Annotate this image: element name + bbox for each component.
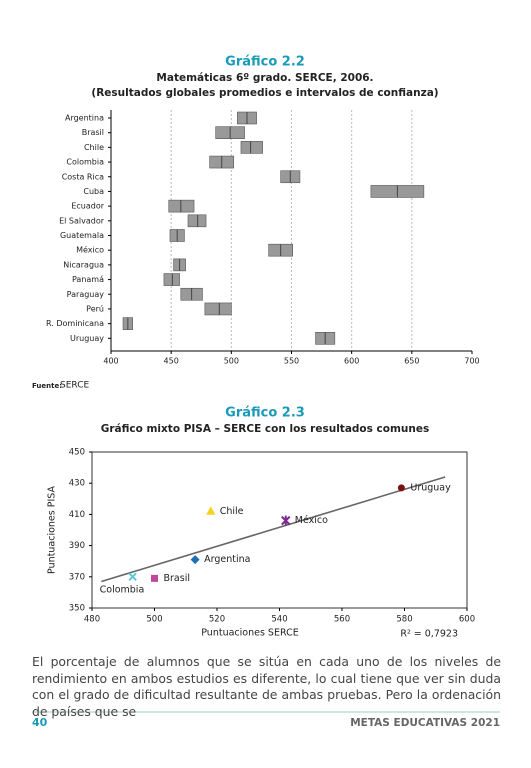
- category-label: Paraguay: [67, 290, 105, 299]
- chart-title: Matemáticas 6º grado. SERCE, 2006.: [156, 72, 373, 84]
- x-tick-label: 500: [146, 615, 162, 625]
- category-label: México: [76, 245, 104, 255]
- x-tick-label: 650: [404, 357, 419, 366]
- trendline: [101, 476, 446, 583]
- data-point: [206, 506, 216, 515]
- category-label: R. Dominicana: [46, 319, 104, 328]
- x-tick-label: 500: [224, 357, 239, 366]
- x-tick-label: 580: [396, 615, 412, 625]
- x-tick-label: 480: [84, 615, 100, 625]
- category-label: Costa Rica: [62, 172, 104, 181]
- y-tick-label: 370: [69, 572, 85, 582]
- category-label: Uruguay: [70, 334, 104, 343]
- category-label: Nicaragua: [63, 260, 104, 269]
- figure-label: Gráfico 2.3: [225, 406, 305, 421]
- data-point: [281, 515, 291, 526]
- chart-title: Gráfico mixto PISA – SERCE con los resul…: [101, 423, 430, 435]
- body-paragraph: El porcentaje de alumnos que se sitúa en…: [32, 654, 501, 719]
- figure-label: Gráfico 2.2: [225, 55, 305, 70]
- r-squared: R² = 0,7923: [400, 629, 458, 640]
- category-label: Perú: [86, 304, 104, 313]
- x-tick-label: 400: [103, 357, 118, 366]
- point-label: Colombia: [100, 584, 145, 595]
- confidence-interval: [187, 214, 207, 228]
- category-label: Cuba: [83, 187, 104, 196]
- category-label: Colombia: [66, 158, 104, 167]
- confidence-interval: [240, 141, 263, 154]
- confidence-interval: [204, 302, 232, 316]
- category-label: Argentina: [65, 114, 104, 123]
- y-tick-label: 350: [69, 604, 85, 614]
- source-label: Fuente:: [32, 382, 62, 390]
- category-label: El Salvador: [59, 216, 105, 225]
- data-point: [190, 555, 200, 565]
- x-tick-label: 560: [334, 615, 350, 625]
- y-tick-label: 430: [69, 479, 85, 489]
- category-label: Ecuador: [71, 202, 104, 211]
- y-tick-label: 390: [69, 541, 85, 551]
- category-label: Guatemala: [60, 231, 104, 240]
- y-tick-label: 450: [69, 448, 85, 458]
- chart-subtitle: (Resultados globales promedios e interva…: [91, 87, 438, 99]
- point-label: Uruguay: [410, 482, 451, 493]
- data-point: [397, 484, 405, 492]
- x-tick-label: 520: [209, 615, 225, 625]
- confidence-interval: [163, 273, 180, 286]
- point-label: México: [295, 515, 328, 526]
- x-tick-label: 700: [464, 357, 479, 366]
- x-axis-title: Puntuaciones SERCE: [201, 628, 298, 639]
- x-tick-label: 540: [271, 615, 287, 625]
- x-tick-label: 550: [284, 357, 299, 366]
- data-point: [128, 572, 137, 582]
- x-tick-label: 450: [164, 357, 179, 366]
- x-tick-label: 600: [459, 615, 475, 625]
- confidence-interval: [168, 199, 195, 213]
- category-label: Panamá: [72, 275, 104, 284]
- x-tick-label: 600: [344, 357, 359, 366]
- page-number: 40: [32, 716, 48, 729]
- point-label: Chile: [220, 506, 244, 517]
- plot-frame: [91, 451, 468, 609]
- source: SERCE: [60, 381, 89, 391]
- category-label: Brasil: [82, 128, 104, 137]
- point-label: Argentina: [204, 554, 250, 565]
- publication-name: METAS EDUCATIVAS 2021: [350, 717, 500, 729]
- data-point: [151, 574, 158, 582]
- y-tick-label: 410: [69, 510, 85, 520]
- category-label: Chile: [84, 143, 104, 152]
- y-axis-title: Puntuaciones PISA: [47, 486, 58, 574]
- point-label: Brasil: [164, 573, 190, 584]
